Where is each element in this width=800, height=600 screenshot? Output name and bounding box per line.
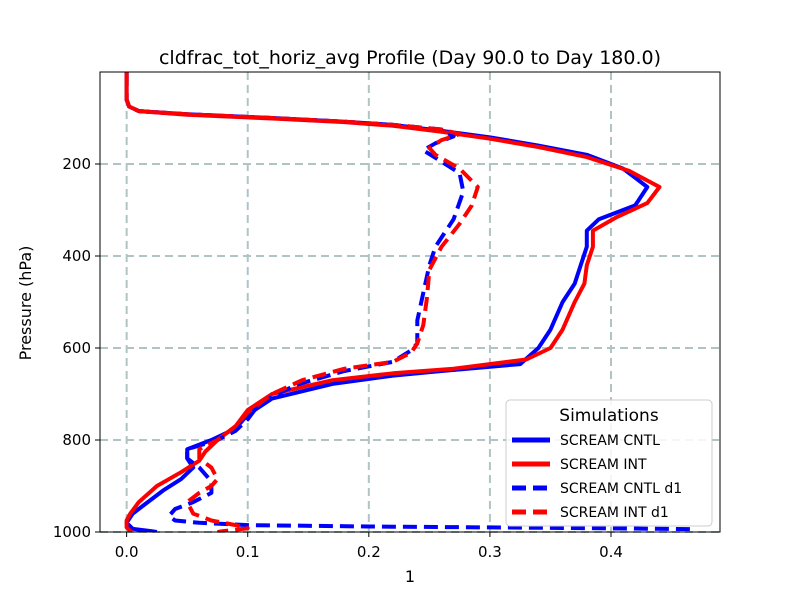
y-tick-label: 600 <box>62 339 91 357</box>
legend: Simulations SCREAM CNTL SCREAM INT SCREAM … <box>505 399 713 527</box>
chart-title: cldfrac_tot_horiz_avg Profile (Day 90.0 … <box>159 47 661 69</box>
x-tick-label: 0.0 <box>115 543 139 561</box>
y-tick-label: 200 <box>62 155 91 173</box>
legend-label-scream-int: SCREAM INT <box>560 457 647 473</box>
legend-label-scream-cntl-d1: SCREAM CNTL d1 <box>560 481 682 497</box>
series-line-scream-int-d1 <box>124 72 480 532</box>
y-tick-label: 800 <box>62 431 91 449</box>
y-axis: 200 400 600 800 1000 <box>53 155 100 541</box>
legend-label-scream-cntl: SCREAM CNTL <box>560 433 660 449</box>
legend-label-scream-int-d1: SCREAM INT d1 <box>560 505 669 521</box>
x-tick-label: 0.2 <box>357 543 381 561</box>
legend-title: Simulations <box>559 406 659 426</box>
plot-frame <box>99 71 721 533</box>
x-tick-label: 0.4 <box>599 543 623 561</box>
x-tick-label: 0.3 <box>478 543 502 561</box>
x-axis-label: 1 <box>405 567 415 586</box>
series-layer <box>124 72 696 532</box>
y-tick-label: 400 <box>62 247 91 265</box>
x-axis: 0.0 0.1 0.2 0.3 0.4 <box>115 532 623 561</box>
legend-box <box>505 399 713 527</box>
y-axis-label: Pressure (hPa) <box>16 246 35 361</box>
x-tick-label: 0.1 <box>236 543 260 561</box>
y-tick-label: 1000 <box>53 523 91 541</box>
